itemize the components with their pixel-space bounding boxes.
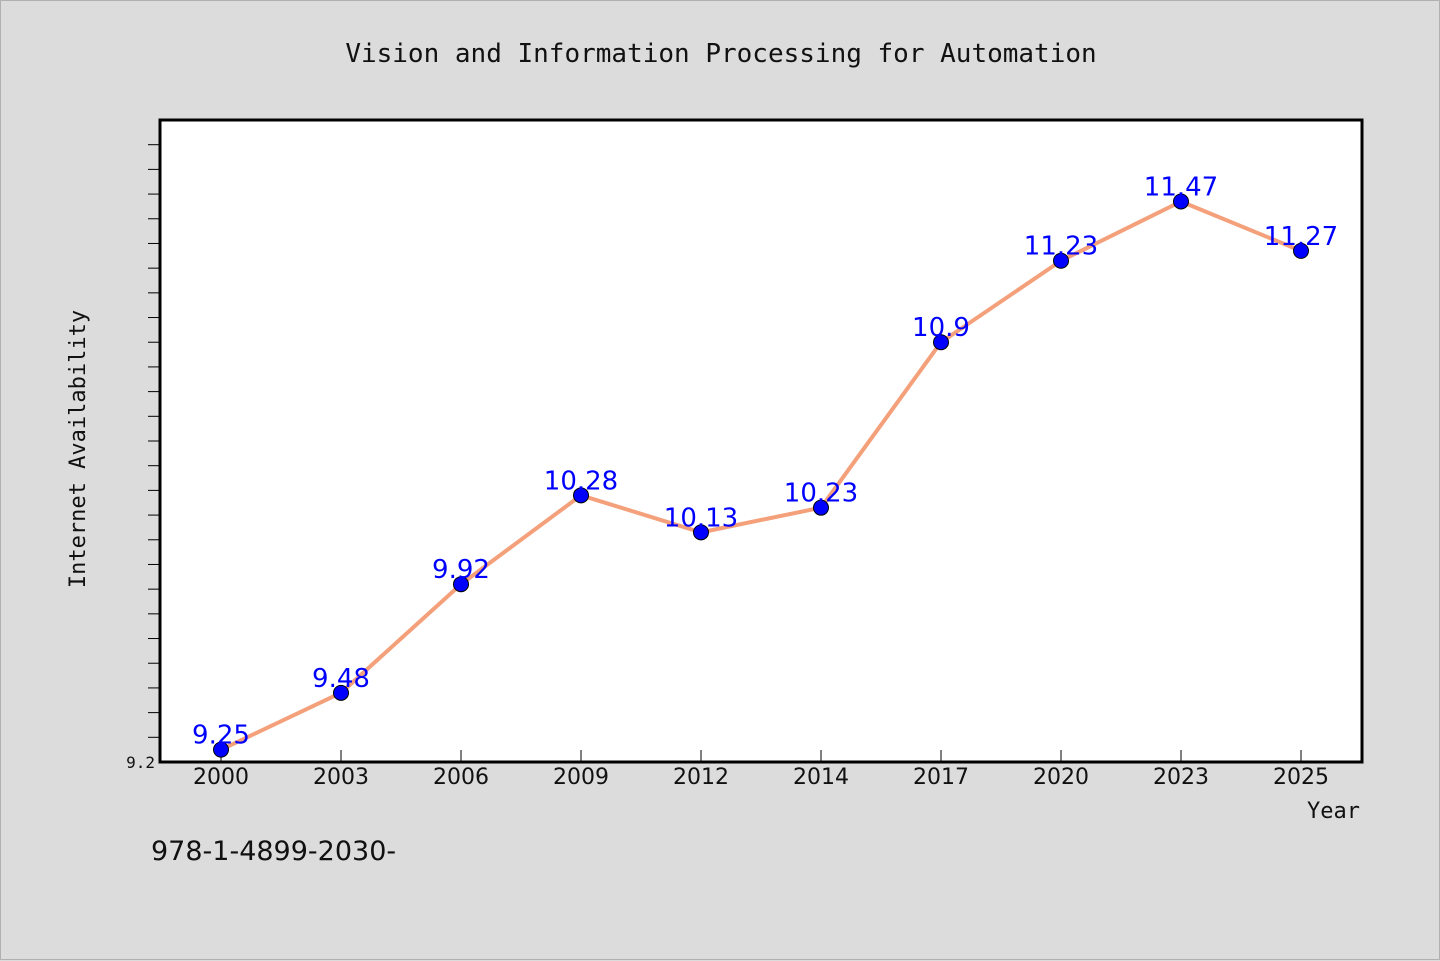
data-point (1053, 252, 1069, 269)
x-tick-label: 2006 (433, 765, 489, 790)
data-point (813, 499, 829, 516)
data-label: 9.25 (192, 721, 250, 751)
data-label: 11.23 (1024, 232, 1098, 262)
x-tick-label: 2003 (313, 765, 369, 790)
x-tick-label: 2000 (193, 765, 249, 790)
data-point (573, 487, 589, 504)
data-point (453, 576, 469, 593)
data-markers (213, 193, 1309, 758)
x-tick-label: 2025 (1273, 765, 1329, 790)
data-point (693, 524, 709, 541)
data-label: 9.92 (432, 555, 490, 585)
y-tick-label: 9.2 (126, 753, 155, 772)
data-label: 10.13 (664, 503, 738, 533)
data-label: 11.27 (1264, 222, 1338, 252)
x-tick-label: 2017 (913, 765, 969, 790)
isbn-footer: 978-1-4899-2030- (151, 836, 397, 867)
data-point (1173, 193, 1189, 210)
x-tick-label: 2023 (1153, 765, 1209, 790)
data-label: 10.9 (912, 313, 970, 343)
data-label: 9.48 (312, 664, 370, 694)
data-labels: 9.25 9.48 9.92 10.28 10.13 10.23 10.9 11.23 11.4… (192, 172, 1338, 750)
data-label: 10.23 (784, 479, 858, 509)
data-point (213, 741, 229, 758)
x-axis-title: Year (1307, 799, 1360, 824)
x-tick-label: 2020 (1033, 765, 1089, 790)
x-tick-label: 2009 (553, 765, 609, 790)
series-line (219, 199, 1303, 752)
series-polyline (219, 199, 1303, 752)
x-tick-label: 2014 (793, 765, 849, 790)
x-tick-label: 2012 (673, 765, 729, 790)
data-label: 10.28 (544, 466, 618, 496)
y-axis: 9.2 (126, 144, 160, 772)
data-point (1293, 242, 1309, 259)
data-label: 11.47 (1144, 172, 1218, 202)
chart-title: Vision and Information Processing for Au… (345, 39, 1096, 69)
data-point (333, 684, 349, 701)
x-axis: 2000 2003 2006 2009 2012 2014 2017 2020 2023 2025 (193, 750, 1329, 790)
data-point (933, 334, 949, 351)
y-axis-title: Internet Availability (66, 310, 91, 588)
plot-area (158, 118, 1364, 764)
